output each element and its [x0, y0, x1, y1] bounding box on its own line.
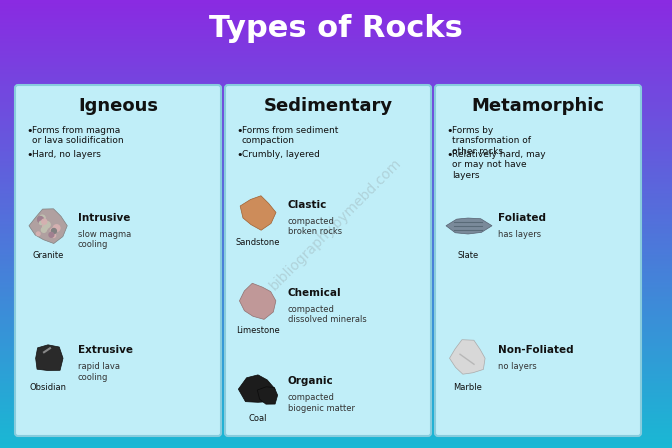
Text: Obsidian: Obsidian [30, 383, 67, 392]
Circle shape [49, 233, 54, 237]
Circle shape [53, 225, 60, 232]
Polygon shape [239, 283, 276, 319]
Text: Marble: Marble [454, 383, 482, 392]
Text: Limestone: Limestone [236, 326, 280, 335]
Circle shape [50, 228, 56, 234]
Polygon shape [239, 375, 275, 402]
Polygon shape [450, 340, 485, 374]
Text: Crumbly, layered: Crumbly, layered [242, 150, 320, 159]
Text: Extrusive: Extrusive [78, 345, 133, 355]
Circle shape [44, 226, 47, 230]
Polygon shape [257, 387, 278, 404]
Circle shape [52, 233, 56, 237]
Text: compacted
broken rocks: compacted broken rocks [288, 216, 342, 236]
Text: Coal: Coal [249, 414, 267, 423]
Text: •: • [446, 150, 452, 160]
Text: has layers: has layers [498, 230, 541, 239]
Text: Forms from sediment
compaction: Forms from sediment compaction [242, 126, 339, 146]
Text: no layers: no layers [498, 362, 537, 371]
Circle shape [51, 228, 56, 233]
FancyBboxPatch shape [15, 85, 221, 436]
Polygon shape [446, 218, 492, 234]
Text: •: • [26, 150, 32, 160]
Text: bibliography.bymebd.com: bibliography.bymebd.com [267, 155, 405, 293]
Text: Chemical: Chemical [288, 288, 341, 298]
Text: Types of Rocks: Types of Rocks [209, 13, 463, 43]
Text: Intrusive: Intrusive [78, 213, 130, 223]
Text: Non-Foliated: Non-Foliated [498, 345, 574, 355]
Text: Forms from magma
or lava solidification: Forms from magma or lava solidification [32, 126, 124, 146]
Circle shape [44, 222, 50, 228]
Circle shape [38, 216, 44, 223]
Circle shape [36, 232, 40, 236]
Text: Forms by
transformation of
other rocks: Forms by transformation of other rocks [452, 126, 531, 156]
Text: Igneous: Igneous [78, 97, 158, 115]
Polygon shape [29, 209, 67, 244]
Text: Clastic: Clastic [288, 199, 327, 210]
FancyBboxPatch shape [435, 85, 641, 436]
Circle shape [42, 224, 48, 229]
Text: •: • [26, 126, 32, 136]
Text: slow magma
cooling: slow magma cooling [78, 230, 131, 249]
Text: Foliated: Foliated [498, 213, 546, 223]
Text: •: • [446, 126, 452, 136]
Text: Relatively hard, may
or may not have
layers: Relatively hard, may or may not have lay… [452, 150, 546, 180]
Text: compacted
biogenic matter: compacted biogenic matter [288, 393, 355, 413]
Text: Slate: Slate [458, 251, 478, 260]
Circle shape [40, 221, 43, 224]
Text: Organic: Organic [288, 376, 334, 386]
Circle shape [40, 215, 45, 221]
Polygon shape [36, 345, 63, 370]
Circle shape [42, 219, 47, 224]
FancyBboxPatch shape [225, 85, 431, 436]
Text: Sedimentary: Sedimentary [263, 97, 392, 115]
Polygon shape [240, 196, 276, 230]
Text: •: • [236, 150, 243, 160]
Text: compacted
dissolved minerals: compacted dissolved minerals [288, 305, 367, 324]
Text: •: • [236, 126, 243, 136]
Circle shape [42, 227, 46, 233]
Circle shape [38, 216, 44, 223]
Text: Hard, no layers: Hard, no layers [32, 150, 101, 159]
Text: Granite: Granite [32, 251, 64, 260]
Text: Metamorphic: Metamorphic [472, 97, 605, 115]
Text: Sandstone: Sandstone [236, 237, 280, 246]
Text: rapid lava
cooling: rapid lava cooling [78, 362, 120, 382]
